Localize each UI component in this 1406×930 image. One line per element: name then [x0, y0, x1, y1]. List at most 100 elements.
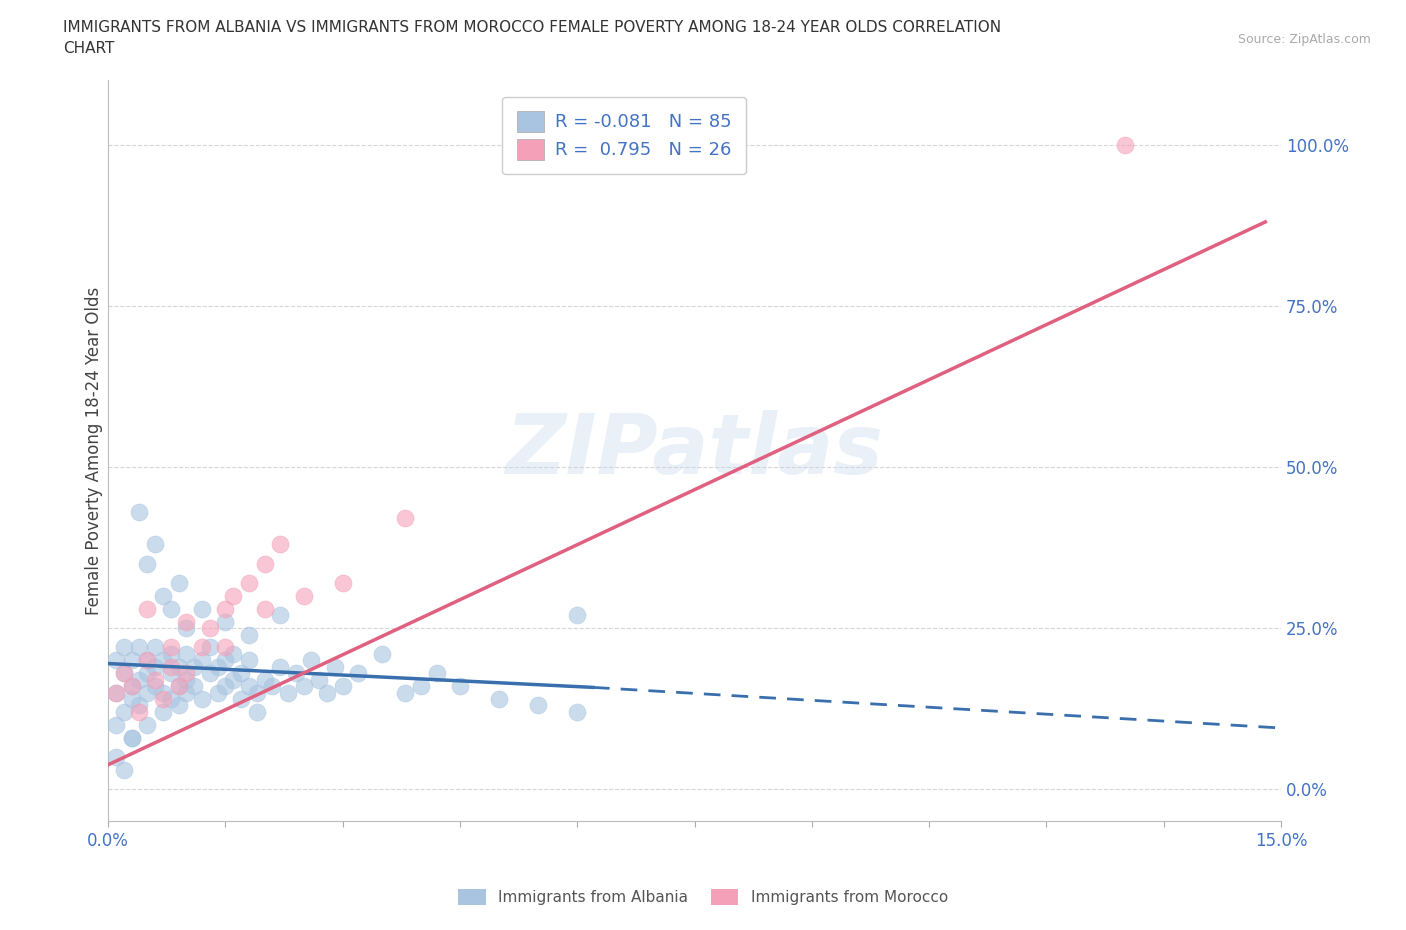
Point — [426, 666, 449, 681]
Point — [332, 679, 354, 694]
Point — [143, 672, 166, 687]
Point — [269, 537, 291, 551]
Point — [105, 750, 128, 764]
Point — [183, 659, 205, 674]
Point — [222, 589, 245, 604]
Point — [152, 692, 174, 707]
Point — [112, 640, 135, 655]
Point — [112, 666, 135, 681]
Point — [198, 640, 221, 655]
Point — [191, 640, 214, 655]
Point — [567, 704, 589, 719]
Point — [488, 692, 510, 707]
Point — [112, 763, 135, 777]
Point — [292, 679, 315, 694]
Text: CHART: CHART — [63, 41, 115, 56]
Point — [176, 620, 198, 635]
Point — [176, 685, 198, 700]
Point — [136, 685, 159, 700]
Point — [159, 692, 181, 707]
Point — [167, 698, 190, 713]
Point — [292, 589, 315, 604]
Point — [316, 685, 339, 700]
Point — [136, 602, 159, 617]
Point — [229, 666, 252, 681]
Point — [128, 505, 150, 520]
Point — [214, 614, 236, 629]
Point — [128, 704, 150, 719]
Point — [207, 659, 229, 674]
Point — [277, 685, 299, 700]
Point — [308, 672, 330, 687]
Point — [176, 646, 198, 661]
Point — [198, 620, 221, 635]
Point — [167, 679, 190, 694]
Point — [394, 685, 416, 700]
Point — [136, 653, 159, 668]
Point — [121, 679, 143, 694]
Point — [394, 512, 416, 526]
Point — [238, 679, 260, 694]
Point — [121, 730, 143, 745]
Point — [222, 672, 245, 687]
Point — [152, 685, 174, 700]
Point — [176, 614, 198, 629]
Point — [176, 672, 198, 687]
Point — [121, 692, 143, 707]
Point — [527, 698, 550, 713]
Point — [128, 698, 150, 713]
Point — [323, 659, 346, 674]
Point — [128, 672, 150, 687]
Point — [371, 646, 394, 661]
Point — [105, 685, 128, 700]
Text: Source: ZipAtlas.com: Source: ZipAtlas.com — [1237, 33, 1371, 46]
Point — [269, 659, 291, 674]
Point — [262, 679, 284, 694]
Y-axis label: Female Poverty Among 18-24 Year Olds: Female Poverty Among 18-24 Year Olds — [86, 286, 103, 615]
Point — [143, 640, 166, 655]
Point — [222, 646, 245, 661]
Point — [183, 679, 205, 694]
Point — [238, 627, 260, 642]
Point — [409, 679, 432, 694]
Point — [253, 602, 276, 617]
Point — [143, 537, 166, 551]
Point — [136, 717, 159, 732]
Point — [253, 556, 276, 571]
Point — [167, 659, 190, 674]
Point — [214, 679, 236, 694]
Legend: Immigrants from Albania, Immigrants from Morocco: Immigrants from Albania, Immigrants from… — [453, 883, 953, 911]
Point — [136, 653, 159, 668]
Legend: R = -0.081   N = 85, R =  0.795   N = 26: R = -0.081 N = 85, R = 0.795 N = 26 — [502, 97, 747, 174]
Point — [159, 646, 181, 661]
Point — [112, 666, 135, 681]
Point — [143, 679, 166, 694]
Point — [105, 653, 128, 668]
Point — [229, 692, 252, 707]
Text: IMMIGRANTS FROM ALBANIA VS IMMIGRANTS FROM MOROCCO FEMALE POVERTY AMONG 18-24 YE: IMMIGRANTS FROM ALBANIA VS IMMIGRANTS FR… — [63, 20, 1001, 35]
Point — [207, 685, 229, 700]
Point — [152, 589, 174, 604]
Point — [191, 602, 214, 617]
Point — [136, 556, 159, 571]
Point — [143, 659, 166, 674]
Point — [301, 653, 323, 668]
Point — [121, 653, 143, 668]
Point — [152, 704, 174, 719]
Point — [159, 602, 181, 617]
Point — [152, 653, 174, 668]
Point — [121, 679, 143, 694]
Point — [167, 576, 190, 591]
Point — [1114, 137, 1136, 152]
Point — [112, 704, 135, 719]
Point — [238, 576, 260, 591]
Point — [214, 653, 236, 668]
Point — [284, 666, 307, 681]
Point — [246, 704, 269, 719]
Point — [159, 640, 181, 655]
Point — [128, 640, 150, 655]
Point — [253, 672, 276, 687]
Point — [167, 679, 190, 694]
Point — [136, 666, 159, 681]
Point — [121, 730, 143, 745]
